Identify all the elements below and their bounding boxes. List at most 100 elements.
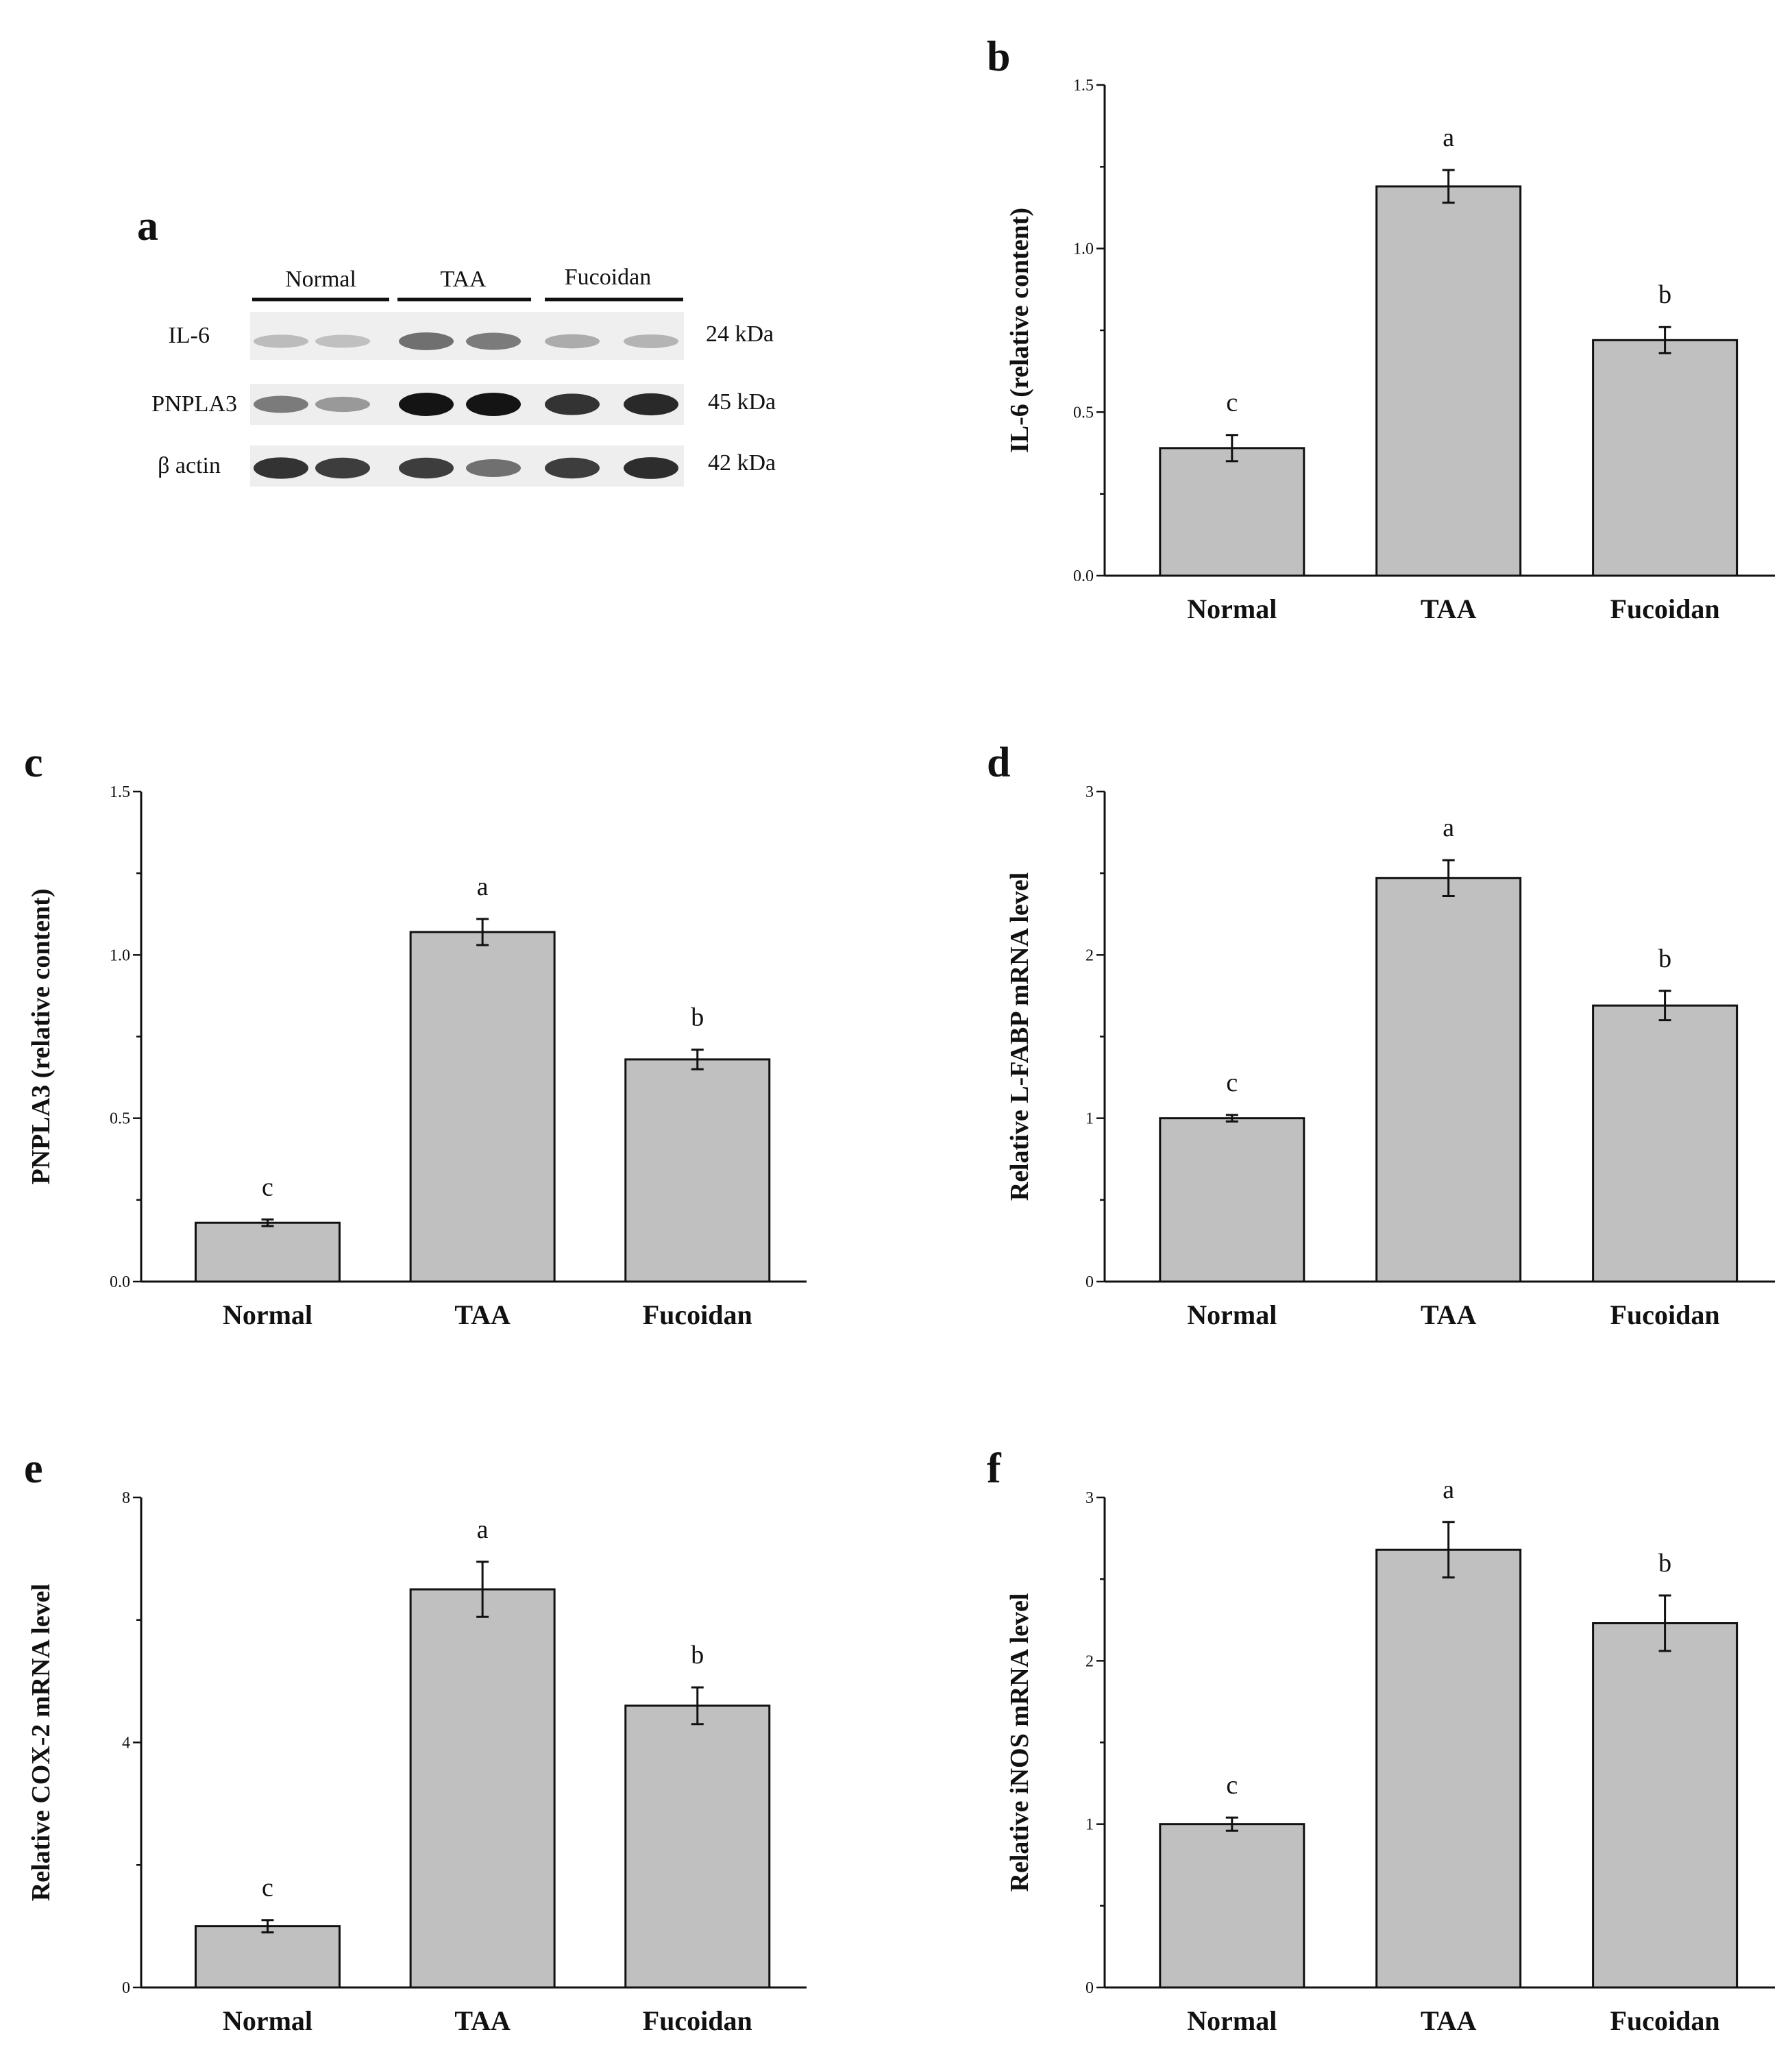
y-axis-label: Relative iNOS mRNA level [1005,1593,1034,1892]
blot-bands [254,332,678,479]
y-tick-label-3: 3 [1085,783,1094,801]
y-tick-label-0: 0 [1085,1979,1094,1997]
category-label-normal: Normal [223,1299,312,1330]
significance-letter-taa: a [1443,1476,1454,1504]
blot-band-actin-lane-5 [545,457,600,479]
bar-taa [1375,877,1522,1283]
blot-group-taa: TAA [440,267,487,292]
y-axis-label: IL-6 (relative content) [1005,208,1034,453]
significance-letter-normal: c [262,1173,273,1201]
significance-letter-normal: c [1226,389,1238,417]
category-label-taa: TAA [1421,593,1477,624]
significance-letter-fucoidan: b [1658,1549,1671,1578]
panel-letter-c: c [24,739,43,786]
bar-taa [409,931,556,1283]
panel-b-il6-chart: b 0.0 0.5 1.0 1.5 IL-6 (relative content) c Nor… [987,34,1775,624]
significance-letter-fucoidan: b [1658,280,1671,309]
y-tick-label-1-5: 1.5 [1073,77,1094,95]
panel-d-lfabp-chart: d 0 1 2 3 Relative L-FABP mRNA level c Normal a T… [987,739,1775,1330]
panel-c-pnpla3-chart: c 0.0 0.5 1.0 1.5 PNPLA3 (relative content) c N… [24,739,807,1330]
y-tick-label-2: 2 [1085,1652,1094,1670]
panel-letter-d: d [987,739,1010,786]
bar-normal [1159,1823,1305,1989]
blot-band-il-6-lane-4 [466,332,521,350]
bar-taa [1375,1548,1522,1989]
blot-band-actin-lane-3 [399,457,454,479]
bar-fucoidan [624,1704,771,1989]
y-tick-label-0-5: 0.5 [1073,404,1094,421]
category-label-taa: TAA [1421,2005,1477,2036]
category-label-normal: Normal [1187,1299,1277,1330]
significance-letter-taa: a [477,1515,489,1544]
bar-taa [1375,185,1522,577]
bar-normal [1159,1117,1305,1283]
y-tick-label-0-0: 0.0 [1073,567,1094,585]
blot-band-pnpla3-lane-4 [466,393,521,416]
blot-band-il-6-lane-2 [315,334,370,348]
category-label-fucoidan: Fucoidan [643,1299,752,1330]
significance-letter-fucoidan: b [1658,944,1671,973]
bar-normal [1159,447,1305,577]
panel-letter-f: f [987,1445,1002,1492]
bar-fucoidan [624,1058,771,1283]
category-label-normal: Normal [1187,593,1277,624]
blot-band-il-6-lane-5 [545,334,600,349]
y-tick-label-1-0: 1.0 [1073,241,1094,258]
bar-fucoidan [1592,339,1739,577]
panel-letter-e: e [24,1445,43,1492]
y-tick-label-8: 8 [122,1489,130,1507]
blot-band-pnpla3-lane-6 [624,393,678,416]
blot-band-il-6-lane-1 [254,334,308,348]
bar-fucoidan [1592,1622,1739,1989]
significance-letter-fucoidan: b [691,1003,704,1032]
bar-fucoidan [1592,1004,1739,1283]
blot-size-beta-actin: 42 kDa [708,450,776,476]
y-axis-label: Relative L-FABP mRNA level [1005,872,1034,1201]
blot-band-actin-lane-2 [315,457,370,479]
significance-letter-taa: a [477,872,489,901]
blot-band-il-6-lane-6 [624,334,678,348]
significance-letter-taa: a [1443,123,1454,152]
blot-band-pnpla3-lane-5 [545,393,600,415]
category-label-fucoidan: Fucoidan [643,2005,752,2036]
y-tick-label-3: 3 [1085,1489,1094,1507]
significance-letter-normal: c [1226,1068,1238,1097]
blot-strip-il6 [250,312,684,360]
significance-letter-normal: c [262,1874,273,1902]
blot-band-pnpla3-lane-2 [315,396,370,413]
y-tick-label-0: 0 [1085,1273,1094,1291]
blot-band-actin-lane-1 [254,457,308,479]
blot-band-actin-lane-4 [466,459,521,477]
blot-group-fucoidan: Fucoidan [565,265,652,290]
blot-group-normal: Normal [285,267,356,292]
y-tick-label-1-5: 1.5 [110,783,130,801]
y-tick-label-1: 1 [1085,1816,1094,1834]
blot-band-pnpla3-lane-3 [399,393,454,416]
y-tick-label-2: 2 [1085,946,1094,964]
category-label-normal: Normal [223,2005,312,2036]
panel-letter-a: a [137,203,158,249]
y-tick-label-0: 0 [122,1979,130,1997]
y-tick-label-1: 1 [1085,1110,1094,1128]
significance-letter-fucoidan: b [691,1641,704,1669]
bar-normal [194,1925,341,1989]
blot-protein-pnpla3: PNPLA3 [151,391,237,417]
panel-letter-b: b [987,34,1010,80]
category-label-taa: TAA [454,1299,511,1330]
y-axis-label: Relative COX-2 mRNA level [27,1584,56,1901]
category-label-fucoidan: Fucoidan [1610,2005,1720,2036]
blot-band-il-6-lane-3 [399,332,454,350]
category-label-taa: TAA [1421,1299,1477,1330]
blot-size-pnpla3: 45 kDa [708,389,776,415]
category-label-taa: TAA [454,2005,511,2036]
significance-letter-normal: c [1226,1771,1238,1800]
bar-taa [409,1588,556,1989]
category-label-fucoidan: Fucoidan [1610,593,1720,624]
category-label-normal: Normal [1187,2005,1277,2036]
panel-f-inos-chart: f 0 1 2 3 Relative iNOS mRNA level c Normal a TAA… [987,1445,1775,2036]
y-tick-label-4: 4 [122,1735,130,1752]
panel-a-western-blot: a Normal TAA Fucoidan IL-6 PNPLA3 β acti… [137,203,776,487]
blot-band-actin-lane-6 [624,457,678,479]
blot-size-il6: 24 kDa [706,321,774,347]
